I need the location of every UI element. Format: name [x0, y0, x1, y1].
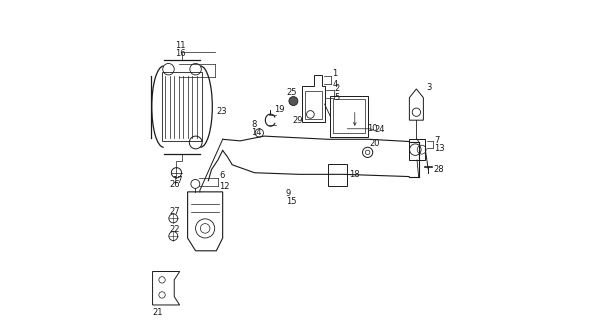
Circle shape: [289, 97, 298, 106]
Text: 29: 29: [292, 116, 302, 125]
Bar: [331, 96, 368, 137]
Text: 15: 15: [286, 197, 296, 206]
Text: 27: 27: [169, 207, 180, 216]
Bar: [333, 99, 365, 133]
Text: 7: 7: [434, 136, 439, 145]
Text: 12: 12: [219, 182, 230, 191]
Text: 20: 20: [369, 139, 379, 148]
Text: 24: 24: [375, 125, 385, 134]
Text: 17: 17: [172, 176, 183, 185]
Text: 28: 28: [433, 165, 444, 174]
Text: 8: 8: [251, 120, 257, 130]
Text: 25: 25: [287, 88, 297, 97]
Text: 21: 21: [153, 308, 163, 317]
Text: 13: 13: [434, 144, 445, 153]
Text: 6: 6: [219, 172, 225, 180]
Text: 5: 5: [335, 93, 340, 102]
Text: 11: 11: [175, 41, 185, 50]
Text: 1: 1: [332, 69, 337, 78]
Bar: [162, 72, 202, 141]
Text: 9: 9: [286, 189, 291, 198]
Text: 14: 14: [251, 128, 262, 137]
Text: 18: 18: [349, 171, 360, 180]
Text: 22: 22: [169, 225, 180, 234]
Text: 3: 3: [426, 83, 432, 92]
Text: 23: 23: [216, 107, 227, 116]
Text: 26: 26: [170, 180, 180, 189]
Text: 4: 4: [332, 80, 337, 89]
Text: 10: 10: [367, 124, 377, 132]
Text: 16: 16: [175, 49, 186, 59]
Text: 2: 2: [335, 84, 340, 93]
Bar: [329, 164, 347, 186]
Bar: [304, 91, 322, 119]
Text: 19: 19: [274, 106, 285, 115]
